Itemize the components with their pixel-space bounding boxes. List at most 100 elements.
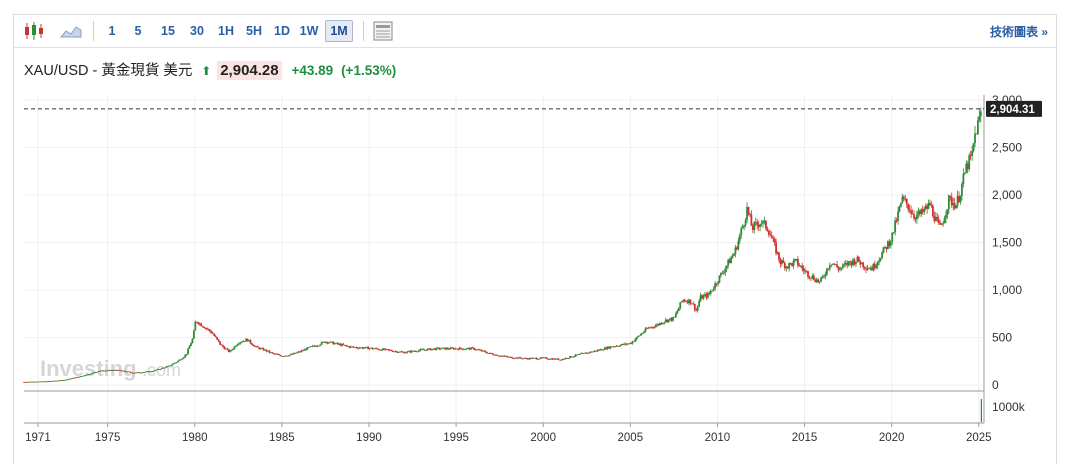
candle-body bbox=[420, 349, 423, 351]
candle-body bbox=[329, 341, 332, 343]
candle-body bbox=[41, 381, 44, 383]
candle-body bbox=[965, 163, 968, 173]
candle-body bbox=[92, 372, 95, 374]
candle-body bbox=[704, 294, 706, 296]
candle-body bbox=[972, 143, 975, 151]
candle-body bbox=[886, 241, 889, 250]
candle-body bbox=[936, 217, 939, 220]
candle-body bbox=[352, 346, 355, 348]
candle-body bbox=[904, 198, 907, 200]
candle-body bbox=[323, 341, 326, 343]
candle-body bbox=[486, 352, 489, 354]
candle-body bbox=[824, 274, 827, 277]
candle-body bbox=[235, 345, 237, 347]
candle-body bbox=[785, 266, 788, 269]
candle-body bbox=[804, 270, 807, 272]
candle-body bbox=[208, 329, 211, 332]
candle-body bbox=[518, 357, 520, 359]
candle-body bbox=[460, 347, 462, 349]
current-price-marker: 2,904.31 bbox=[24, 100, 1042, 117]
x-tick-label: 2005 bbox=[618, 432, 644, 444]
candle-body bbox=[731, 255, 734, 258]
candle-body bbox=[56, 380, 59, 382]
candle-body bbox=[108, 369, 111, 371]
candle-body bbox=[715, 283, 718, 285]
interval-button-1m[interactable]: 1M bbox=[325, 20, 353, 42]
interval-button-1d[interactable]: 1D bbox=[274, 24, 290, 38]
candle-body bbox=[743, 225, 746, 227]
candle-body bbox=[361, 347, 364, 349]
candle-body bbox=[580, 353, 583, 354]
candle-body bbox=[728, 259, 731, 264]
candle-body bbox=[429, 348, 432, 351]
candle-body bbox=[873, 263, 876, 268]
candle-body bbox=[343, 344, 346, 346]
candle-body bbox=[400, 351, 403, 353]
candle-body bbox=[217, 339, 220, 342]
candle-body bbox=[708, 293, 711, 294]
candle-body bbox=[275, 353, 278, 355]
candle-body bbox=[582, 353, 584, 354]
candle-body bbox=[91, 372, 94, 374]
candle-body bbox=[107, 370, 110, 372]
candle-body bbox=[690, 303, 693, 305]
candle-body bbox=[659, 323, 661, 326]
candle-body bbox=[393, 351, 396, 353]
candle-body bbox=[643, 331, 645, 334]
interval-button-30[interactable]: 30 bbox=[190, 24, 204, 38]
candle-body bbox=[692, 303, 695, 305]
candle-body bbox=[808, 276, 811, 278]
candle-body bbox=[39, 381, 41, 383]
candle-body bbox=[307, 347, 310, 349]
interval-button-1h[interactable]: 1H bbox=[218, 24, 234, 38]
x-tick-label: 1971 bbox=[25, 432, 51, 444]
candle-body bbox=[843, 263, 846, 265]
candle-body bbox=[627, 343, 629, 345]
interval-button-5[interactable]: 5 bbox=[134, 24, 142, 38]
candle-body bbox=[53, 380, 56, 382]
candle-body bbox=[416, 351, 419, 353]
candle-body bbox=[953, 203, 956, 209]
interval-button-1w[interactable]: 1W bbox=[299, 24, 319, 38]
candle-body bbox=[860, 262, 863, 265]
candle-body bbox=[59, 380, 62, 381]
area-chart-icon[interactable] bbox=[58, 19, 84, 43]
technical-chart-link[interactable]: 技術圖表 » bbox=[989, 25, 1048, 39]
candle-body bbox=[849, 261, 852, 263]
candle-body bbox=[492, 353, 494, 355]
candle-body bbox=[436, 347, 439, 349]
y-tick-label: 1,500 bbox=[992, 236, 1022, 250]
candle-body bbox=[351, 346, 354, 348]
candle-body bbox=[364, 346, 367, 348]
candle-body bbox=[496, 354, 499, 356]
candlestick-icon[interactable] bbox=[21, 19, 47, 43]
candle-body bbox=[489, 352, 491, 354]
candle-body bbox=[147, 371, 150, 373]
candle-body bbox=[833, 263, 836, 265]
candle-body bbox=[828, 265, 831, 269]
candle-body bbox=[927, 202, 930, 209]
candle-body bbox=[233, 346, 236, 349]
candle-body bbox=[868, 268, 870, 270]
candle-body bbox=[528, 358, 531, 360]
candle-body bbox=[569, 356, 571, 359]
candle-body bbox=[428, 348, 430, 350]
candle-body bbox=[817, 279, 820, 283]
price-chart[interactable]: Investing .com 05001,0001,5002,0002,5003,… bbox=[14, 15, 1056, 464]
table-icon[interactable] bbox=[370, 19, 396, 43]
interval-button-5h[interactable]: 5H bbox=[246, 24, 262, 38]
candle-body bbox=[920, 209, 923, 214]
candle-body bbox=[907, 203, 910, 210]
candle-body bbox=[304, 349, 307, 351]
volume-axis-label: 1000k bbox=[992, 400, 1026, 414]
interval-button-15[interactable]: 15 bbox=[161, 24, 175, 38]
candle-body bbox=[339, 343, 342, 346]
candle-body bbox=[410, 350, 413, 353]
candle-body bbox=[968, 155, 971, 170]
interval-button-1[interactable]: 1 bbox=[108, 24, 116, 38]
candle-body bbox=[765, 220, 767, 229]
candle-body bbox=[561, 358, 564, 361]
candle-body bbox=[85, 374, 88, 376]
candle-body bbox=[468, 347, 471, 350]
candle-body bbox=[621, 343, 624, 345]
